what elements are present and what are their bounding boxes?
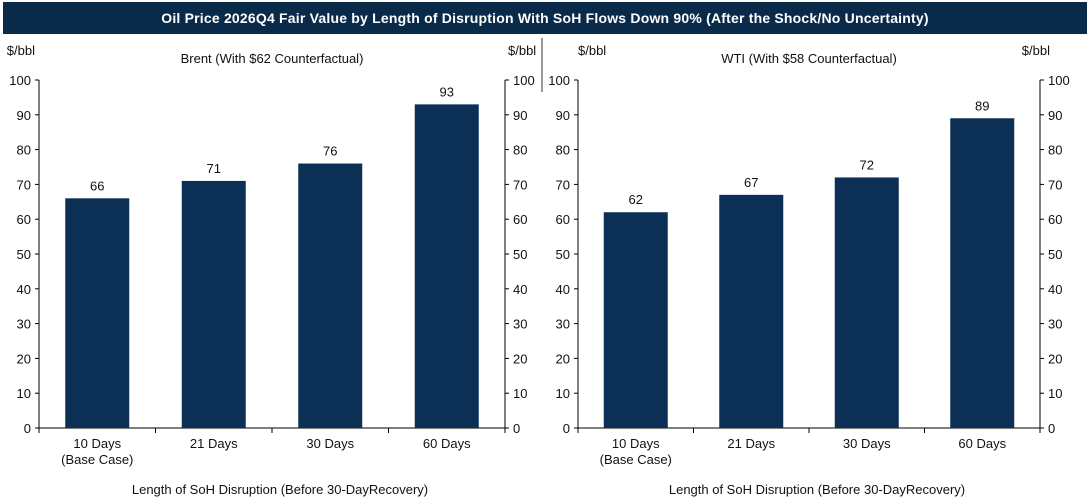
y-tick-label-right: 0 [513,421,520,436]
bar [719,194,784,428]
y-tick-label-right: 30 [1048,317,1062,332]
y-tick-label-left: 0 [563,421,570,436]
y-tick-label-right: 20 [1048,351,1062,366]
bar-value-label: 93 [440,84,454,99]
y-tick-label-left: 10 [17,386,31,401]
y-tick-label-left: 70 [556,177,570,192]
y-tick-label-left: 40 [17,282,31,297]
x-tick-label: 21 Days [190,436,238,451]
bar [414,104,479,429]
bar [834,177,899,428]
x-tick-label: 21 Days [727,436,775,451]
y-tick-label-left: 20 [17,351,31,366]
y-tick-label-right: 70 [1048,177,1062,192]
y-tick-label-left: 100 [548,73,570,88]
y-tick-label-right: 100 [513,73,535,88]
panel-title: WTI (With $58 Counterfactual) [721,51,897,66]
x-axis-title: Length of SoH Disruption (Before 30-DayR… [669,482,965,497]
y-unit-right: $/bbl [508,43,536,58]
y-tick-label-right: 80 [513,143,527,158]
x-tick-label: 10 Days [73,436,121,451]
figure-title: Oil Price 2026Q4 Fair Value by Length of… [3,2,1087,34]
y-tick-label-left: 90 [17,108,31,123]
y-tick-label-left: 30 [556,317,570,332]
y-tick-label-left: 70 [17,177,31,192]
bar-value-label: 89 [975,98,989,113]
bar-value-label: 67 [744,175,758,190]
x-tick-label: 60 Days [423,436,471,451]
y-tick-label-left: 10 [556,386,570,401]
y-tick-label-left: 0 [24,421,31,436]
bar-value-label: 66 [90,178,104,193]
y-tick-label-right: 10 [513,386,527,401]
y-tick-label-left: 80 [17,143,31,158]
bar [603,212,668,428]
bar-value-label: 72 [860,157,874,172]
y-tick-label-left: 30 [17,317,31,332]
bar-value-label: 71 [207,161,221,176]
y-tick-label-left: 20 [556,351,570,366]
y-tick-label-right: 10 [1048,386,1062,401]
x-tick-label: (Base Case) [61,452,133,467]
y-tick-label-right: 80 [1048,143,1062,158]
bar [65,198,130,428]
y-tick-label-right: 50 [513,247,527,262]
x-tick-label: 30 Days [306,436,354,451]
bar [950,118,1015,428]
bar-value-label: 62 [629,192,643,207]
y-unit-left: $/bbl [7,43,35,58]
y-tick-label-right: 50 [1048,247,1062,262]
y-tick-label-left: 80 [556,143,570,158]
y-tick-label-right: 0 [1048,421,1055,436]
y-unit-left: $/bbl [578,43,606,58]
y-tick-label-right: 60 [1048,212,1062,227]
x-tick-label: 10 Days [612,436,660,451]
y-tick-label-right: 40 [513,282,527,297]
x-axis-title: Length of SoH Disruption (Before 30-DayR… [132,482,428,497]
y-tick-label-right: 30 [513,317,527,332]
y-tick-label-left: 50 [556,247,570,262]
x-tick-label: 30 Days [843,436,891,451]
y-tick-label-right: 40 [1048,282,1062,297]
x-tick-label: (Base Case) [600,452,672,467]
y-tick-label-right: 100 [1048,73,1070,88]
bar-value-label: 76 [323,144,337,159]
y-tick-label-right: 60 [513,212,527,227]
y-tick-label-left: 100 [9,73,31,88]
panel-title: Brent (With $62 Counterfactual) [181,51,364,66]
y-unit-right: $/bbl [1022,43,1050,58]
y-tick-label-left: 60 [17,212,31,227]
bar [298,163,363,428]
y-tick-label-left: 60 [556,212,570,227]
y-tick-label-left: 50 [17,247,31,262]
y-tick-label-right: 20 [513,351,527,366]
x-tick-label: 60 Days [958,436,1006,451]
y-tick-label-right: 90 [1048,108,1062,123]
y-tick-label-right: 90 [513,108,527,123]
y-tick-label-left: 40 [556,282,570,297]
bar [181,180,246,428]
y-tick-label-left: 90 [556,108,570,123]
y-tick-label-right: 70 [513,177,527,192]
